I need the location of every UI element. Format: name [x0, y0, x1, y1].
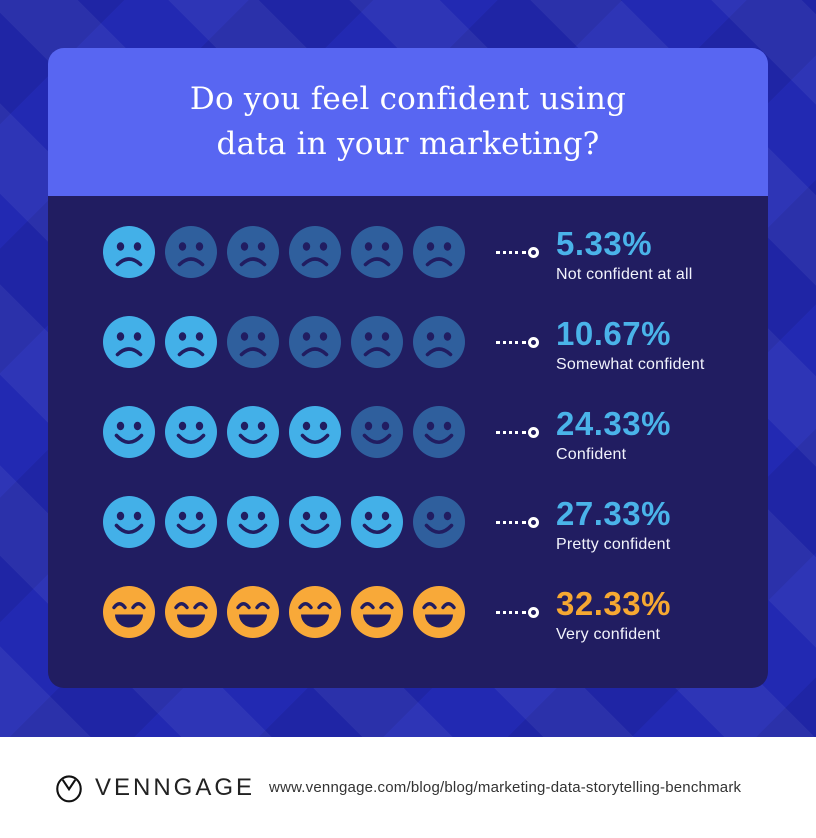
sad-face-icon: [103, 316, 155, 368]
smile-face-icon: [351, 496, 403, 548]
sad-face-icon: [103, 226, 155, 278]
smile-face-icon: [103, 406, 155, 458]
smile-face-icon: [413, 406, 465, 458]
smile-face-icon: [165, 496, 217, 548]
footer: VENNGAGE www.venngage.com/blog/blog/mark…: [0, 737, 816, 838]
page-title-line2: data in your marketing?: [216, 126, 600, 162]
ring-marker-icon: [528, 426, 539, 438]
smile-face-icon: [413, 496, 465, 548]
ring-marker-icon: [528, 516, 539, 528]
smile-face-icon: [289, 496, 341, 548]
row-label: Somewhat confident: [556, 355, 705, 373]
row-text: 24.33% Confident: [556, 400, 671, 464]
sad-face-icon: [351, 226, 403, 278]
dotted-line: [496, 340, 526, 344]
dotted-leader: [496, 426, 539, 438]
smile-face-icon: [227, 496, 279, 548]
result-row: 10.67% Somewhat confident: [103, 297, 768, 387]
result-row: 32.33% Very confident: [103, 567, 768, 657]
row-text: 10.67% Somewhat confident: [556, 310, 705, 374]
sad-face-icon: [165, 226, 217, 278]
laugh-face-icon: [103, 586, 155, 638]
row-label: Confident: [556, 445, 627, 463]
dotted-line: [496, 250, 526, 254]
results-rows: 5.33% Not confident at all 10.67% Somewh…: [103, 207, 768, 657]
laugh-face-icon: [351, 586, 403, 638]
laugh-face-icon: [413, 586, 465, 638]
row-text: 27.33% Pretty confident: [556, 490, 671, 554]
laugh-face-icon: [289, 586, 341, 638]
dotted-leader: [496, 516, 539, 528]
face-row: [103, 496, 475, 548]
footer-url-link[interactable]: www.venngage.com/blog/blog/marketing-dat…: [269, 779, 742, 796]
dotted-line: [496, 430, 526, 434]
sad-face-icon: [227, 316, 279, 368]
row-text: 32.33% Very confident: [556, 580, 671, 644]
result-row: 5.33% Not confident at all: [103, 207, 768, 297]
face-row: [103, 586, 475, 638]
sad-face-icon: [351, 316, 403, 368]
smile-face-icon: [351, 406, 403, 458]
smile-face-icon: [227, 406, 279, 458]
laugh-face-icon: [227, 586, 279, 638]
face-row: [103, 406, 475, 458]
dotted-leader: [496, 336, 539, 348]
smile-face-icon: [289, 406, 341, 458]
results-panel: 5.33% Not confident at all 10.67% Somewh…: [48, 196, 768, 688]
page-title-line1: Do you feel confident using: [189, 81, 627, 118]
result-row: 27.33% Pretty confident: [103, 477, 768, 567]
row-percent: 32.33%: [556, 585, 671, 623]
smile-face-icon: [103, 496, 155, 548]
face-row: [103, 226, 475, 278]
sad-face-icon: [289, 316, 341, 368]
page-title: Do you feel confident using data in your …: [190, 77, 626, 167]
ring-marker-icon: [528, 246, 539, 258]
row-percent: 5.33%: [556, 225, 653, 263]
row-label: Not confident at all: [556, 265, 693, 283]
smile-face-icon: [165, 406, 217, 458]
laugh-face-icon: [165, 586, 217, 638]
ring-marker-icon: [528, 336, 539, 348]
result-row: 24.33% Confident: [103, 387, 768, 477]
row-percent: 10.67%: [556, 315, 671, 353]
dotted-line: [496, 610, 526, 614]
sad-face-icon: [165, 316, 217, 368]
row-text: 5.33% Not confident at all: [556, 220, 693, 284]
sad-face-icon: [227, 226, 279, 278]
sad-face-icon: [413, 316, 465, 368]
title-card: Do you feel confident using data in your …: [48, 48, 768, 196]
face-row: [103, 316, 475, 368]
venngage-logo-icon: [56, 774, 82, 802]
row-label: Very confident: [556, 625, 661, 643]
dotted-leader: [496, 246, 539, 258]
dotted-leader: [496, 606, 539, 618]
dotted-line: [496, 520, 526, 524]
sad-face-icon: [289, 226, 341, 278]
row-label: Pretty confident: [556, 535, 671, 553]
row-percent: 27.33%: [556, 495, 671, 533]
brand-name: VENNGAGE: [95, 773, 256, 801]
row-percent: 24.33%: [556, 405, 671, 443]
sad-face-icon: [413, 226, 465, 278]
ring-marker-icon: [528, 606, 539, 618]
